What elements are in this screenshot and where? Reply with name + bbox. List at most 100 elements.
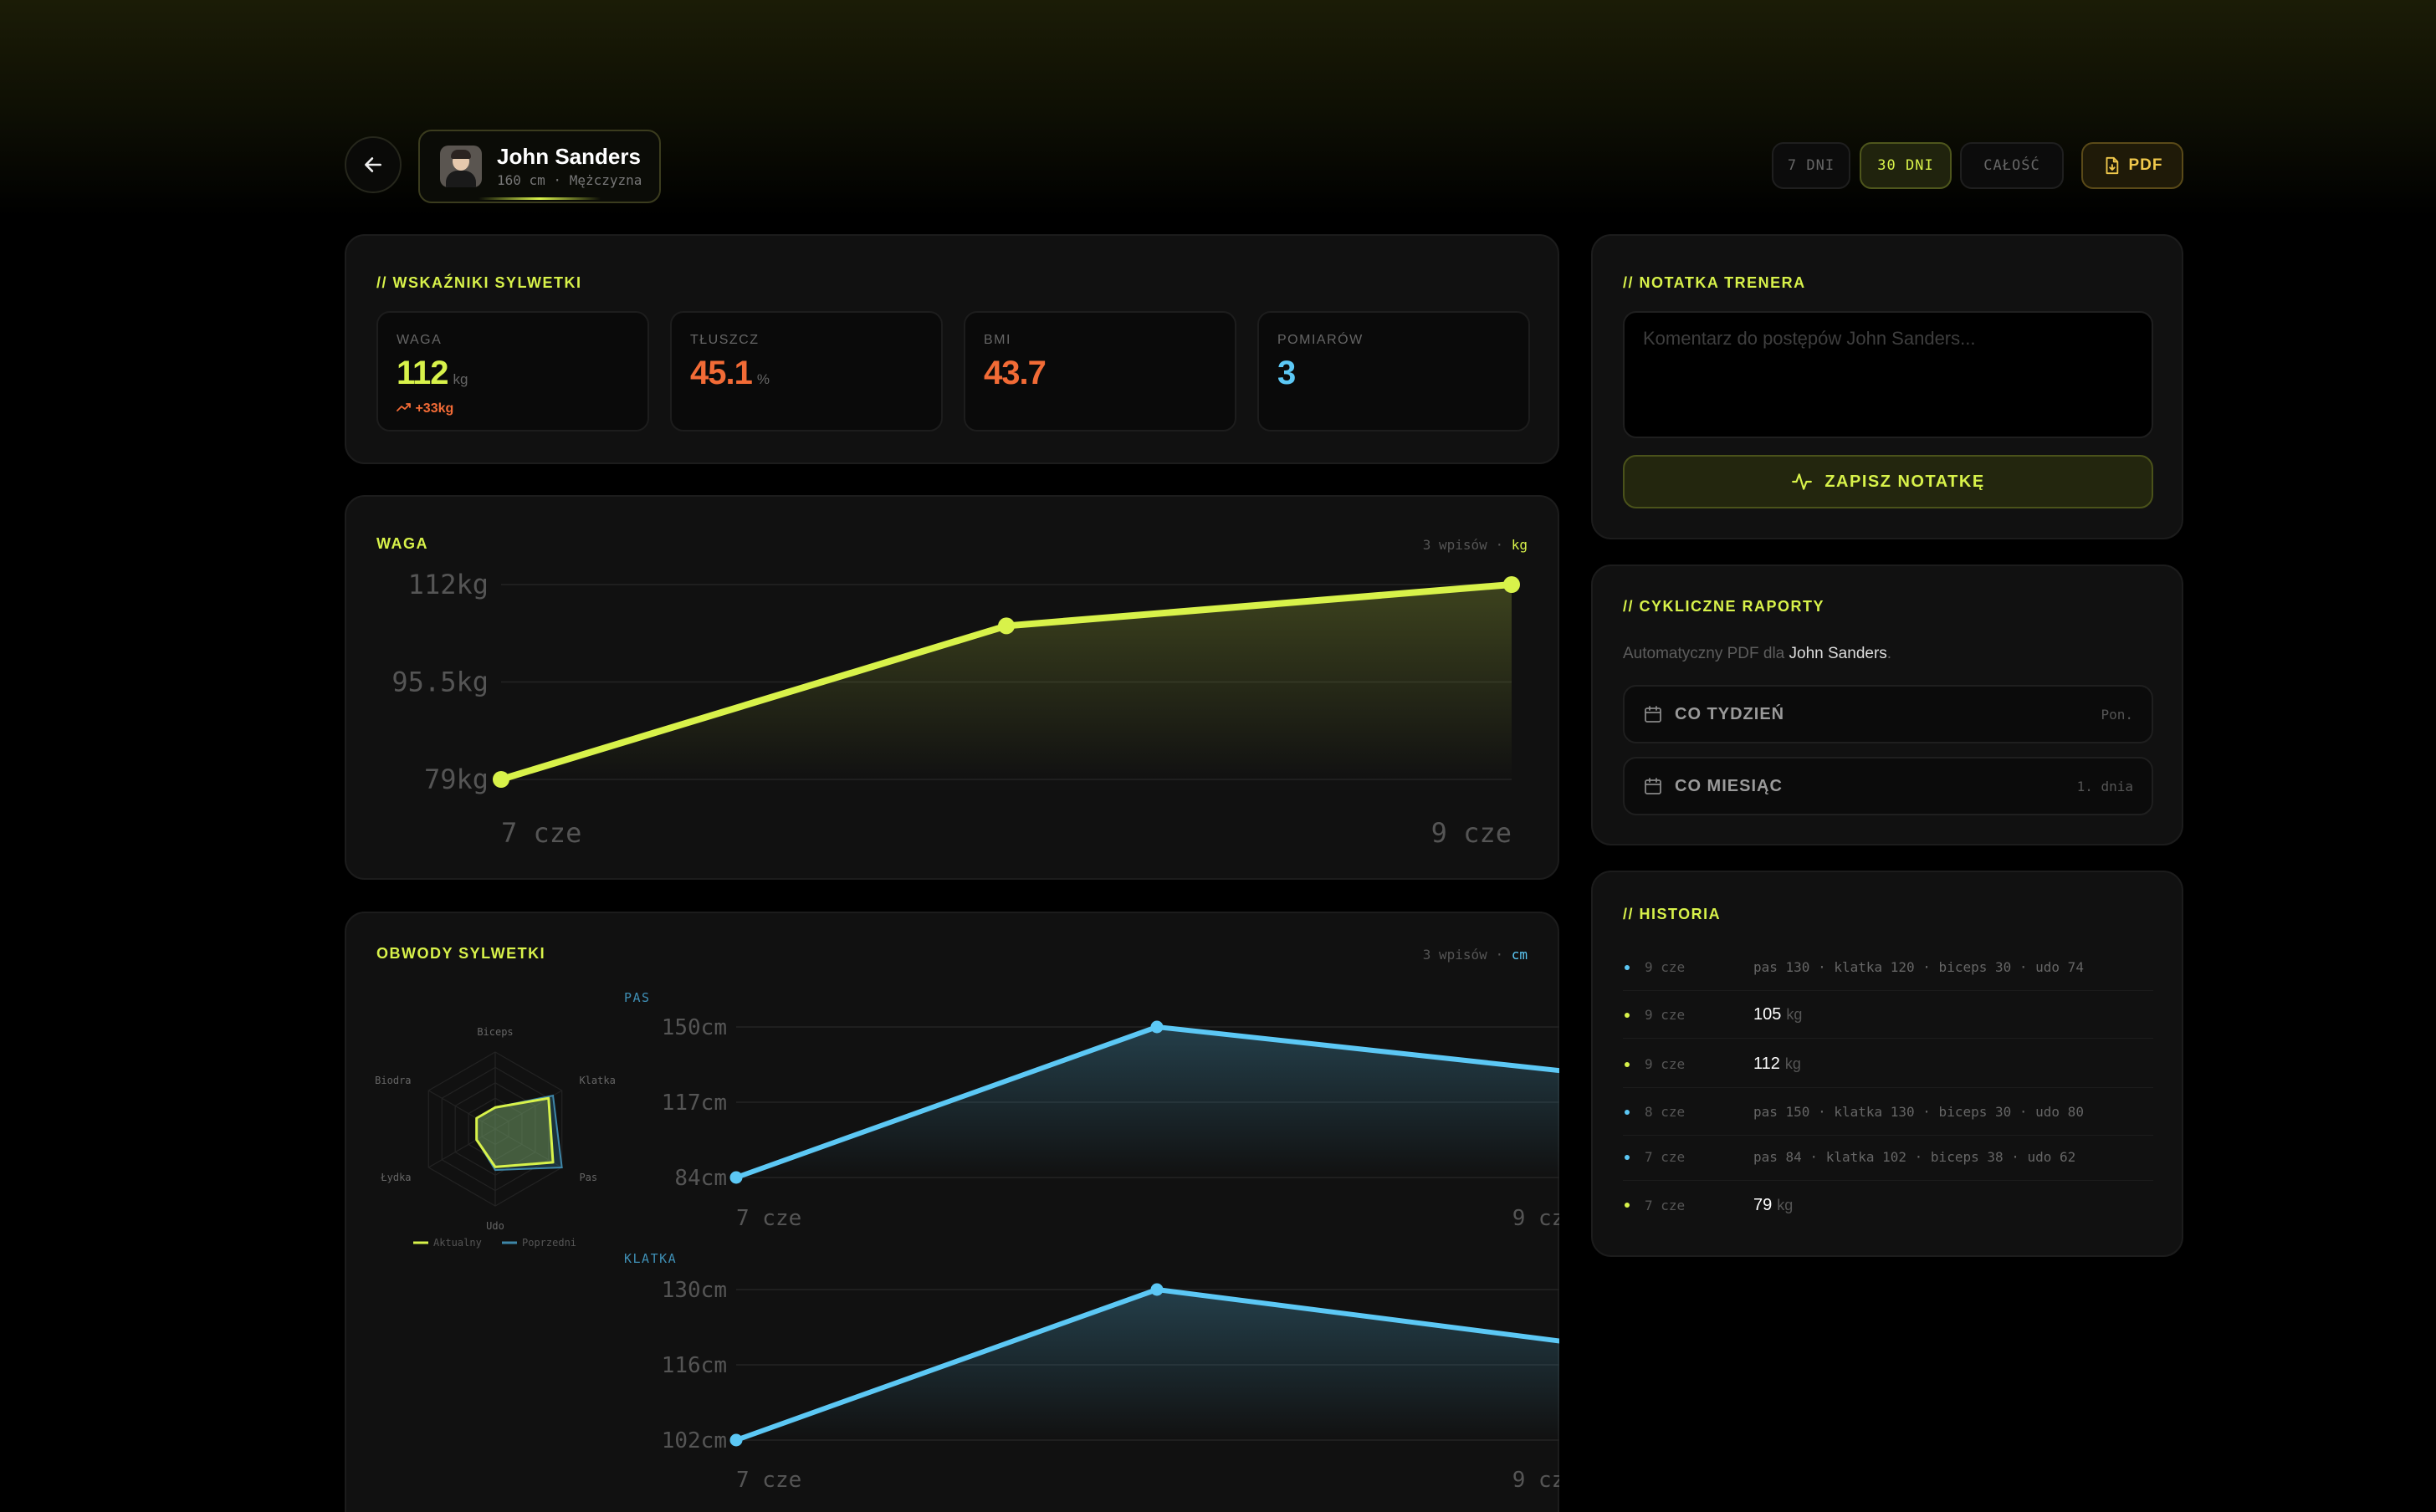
waist-chart: 150cm 117cm 84cm 7 cze 9 cze PAS: [624, 990, 1559, 1231]
history-row: 9 cze 105 kg: [1623, 992, 2153, 1039]
x-tick-label: 7 cze: [736, 1206, 801, 1231]
series-area: [736, 1290, 1559, 1440]
indicators-title: // WSKAŹNIKI SYLWETKI: [376, 274, 582, 291]
weight-chart-card: WAGA 3 wpisów · kg 112kg 95.5kg 79kg 7 cze 9…: [345, 495, 1559, 880]
trainer-note-input[interactable]: [1623, 311, 2153, 438]
stat-fat-label: TŁUSZCZ: [690, 333, 760, 347]
profile-chip[interactable]: John Sanders 160 cm · Mężczyzna: [418, 130, 661, 203]
calendar-icon: [1645, 778, 1661, 794]
circumference-title: OBWODY SYLWETKI: [376, 945, 546, 962]
x-tick-label: 9 cze: [1512, 1468, 1559, 1493]
report-monthly-label: CO MIESIĄC: [1675, 776, 1783, 795]
history-row: 9 cze pas 130 · klatka 120 · biceps 30 · …: [1623, 944, 2153, 991]
radar-chart: Biceps Klatka Pas Udo Łydka Biodra Aktualny Pop…: [375, 1026, 616, 1249]
x-tick-label: 9 cze: [1512, 1206, 1559, 1231]
radar-axis-label: Klatka: [579, 1075, 615, 1086]
file-download-icon: [2106, 156, 2118, 175]
weight-chart-meta: 3 wpisów · kg: [1422, 537, 1528, 553]
pdf-button-label: PDF: [2128, 156, 2163, 174]
data-point[interactable]: [729, 1171, 743, 1184]
y-tick-label: 102cm: [662, 1428, 727, 1453]
circumference-meta: 3 wpisów · cm: [1422, 947, 1528, 963]
x-tick-label: 7 cze: [736, 1468, 801, 1493]
weight-chart: 112kg 95.5kg 79kg 7 cze 9 cze: [392, 569, 1520, 849]
x-tick-label: 7 cze: [501, 817, 581, 849]
radar-axis: [494, 1128, 562, 1168]
data-point[interactable]: [1150, 1283, 1164, 1296]
y-tick-label: 116cm: [662, 1353, 727, 1378]
radar-axis-label: Biodra: [375, 1075, 411, 1086]
stat-measurements-value: 3: [1277, 355, 1296, 391]
history-row: 8 cze pas 150 · klatka 130 · biceps 30 · …: [1623, 1089, 2153, 1136]
stat-weight-delta: +33kg: [397, 401, 453, 416]
circumference-card: OBWODY SYLWETKI 3 wpisów · cm Biceps Klat…: [345, 912, 1559, 1512]
chart-subtitle: PAS: [624, 990, 651, 1005]
report-monthly[interactable]: CO MIESIĄC 1. dnia: [1623, 757, 2153, 815]
series-area: [501, 585, 1512, 779]
y-tick-label: 117cm: [662, 1091, 727, 1116]
history-measurements: pas 130 · klatka 120 · biceps 30 · udo 7…: [1753, 959, 2084, 975]
report-weekly[interactable]: CO TYDZIEŃ Pon.: [1623, 685, 2153, 743]
avatar: [440, 146, 482, 187]
stat-weight-label: WAGA: [397, 333, 443, 347]
save-note-button[interactable]: ZAPISZ NOTATKĘ: [1623, 455, 2153, 508]
report-weekly-when: Pon.: [2101, 706, 2133, 723]
radar-axis-label: Łydka: [380, 1172, 411, 1183]
data-point[interactable]: [1150, 1020, 1164, 1034]
trend-up-icon: [397, 403, 411, 411]
data-point[interactable]: [493, 771, 509, 788]
indicators-card: // WSKAŹNIKI SYLWETKI WAGA 112 kg +33kg T…: [345, 234, 1559, 464]
report-monthly-when: 1. dnia: [2076, 778, 2133, 794]
stat-weight: WAGA 112 kg +33kg: [376, 311, 649, 432]
y-tick-label: 150cm: [662, 1015, 727, 1040]
calendar-icon: [1645, 706, 1661, 723]
arrow-left-icon: [365, 157, 381, 172]
history-dot: [1625, 1154, 1630, 1160]
trainer-note-title: // NOTATKA TRENERA: [1623, 274, 1806, 291]
history-date: 8 cze: [1645, 1104, 1686, 1120]
history-date: 9 cze: [1645, 959, 1686, 975]
history-date: 9 cze: [1645, 1056, 1686, 1072]
stat-bmi-label: BMI: [984, 333, 1011, 347]
history-dot: [1625, 1012, 1630, 1018]
chart-subtitle: KLATKA: [624, 1251, 677, 1266]
history-dot: [1625, 1203, 1630, 1208]
history-date: 7 cze: [1645, 1149, 1686, 1165]
history-measurements: pas 150 · klatka 130 · biceps 30 · udo 8…: [1753, 1104, 2084, 1120]
history-dot: [1625, 1061, 1630, 1067]
history-measurements: pas 84 · klatka 102 · biceps 38 · udo 62: [1753, 1149, 2076, 1165]
series-area: [736, 1027, 1559, 1177]
stat-measurements: POMIARÓW 3: [1257, 311, 1530, 432]
range-all-button[interactable]: CAŁOŚĆ: [1960, 142, 2064, 189]
history-row: 7 cze 79 kg: [1623, 1182, 2153, 1228]
data-point[interactable]: [998, 617, 1015, 635]
data-point[interactable]: [729, 1433, 743, 1447]
profile-subtitle: 160 cm · Mężczyzna: [497, 171, 642, 188]
history-date: 7 cze: [1645, 1197, 1686, 1213]
radar-current: [475, 1096, 555, 1168]
range-7-days-button[interactable]: 7 DNI: [1772, 142, 1850, 189]
history-weight: 105 kg: [1753, 1005, 1803, 1024]
history-weight: 112 kg: [1753, 1055, 1801, 1073]
radar-axis: [428, 1128, 496, 1168]
report-weekly-label: CO TYDZIEŃ: [1675, 704, 1785, 723]
chest-chart: 130cm 116cm 102cm 7 cze 9 cze KLATKA: [624, 1251, 1559, 1493]
pdf-button[interactable]: PDF: [2081, 142, 2183, 189]
stat-measurements-label: POMIARÓW: [1277, 333, 1364, 347]
stat-weight-value: 112 kg: [397, 355, 468, 391]
history-card: // HISTORIA 9 cze pas 130 · klatka 120 · …: [1591, 871, 2183, 1257]
stat-fat-value: 45.1%: [690, 355, 770, 391]
y-tick-label: 79kg: [424, 764, 489, 795]
reports-description: Automatyczny PDF dla John Sanders.: [1623, 645, 1892, 662]
legend-current: Aktualny: [433, 1237, 482, 1249]
x-tick-label: 9 cze: [1431, 817, 1512, 849]
range-30-days-button[interactable]: 30 DNI: [1860, 142, 1952, 189]
radar-axis-label: Udo: [486, 1220, 504, 1232]
back-button[interactable]: [345, 136, 402, 193]
data-point[interactable]: [1503, 576, 1520, 593]
radar-axis-label: Pas: [579, 1172, 597, 1183]
history-dot: [1625, 1109, 1630, 1115]
history-dot: [1625, 964, 1630, 970]
history-title: // HISTORIA: [1623, 906, 1722, 922]
history-weight: 79 kg: [1753, 1195, 1794, 1214]
